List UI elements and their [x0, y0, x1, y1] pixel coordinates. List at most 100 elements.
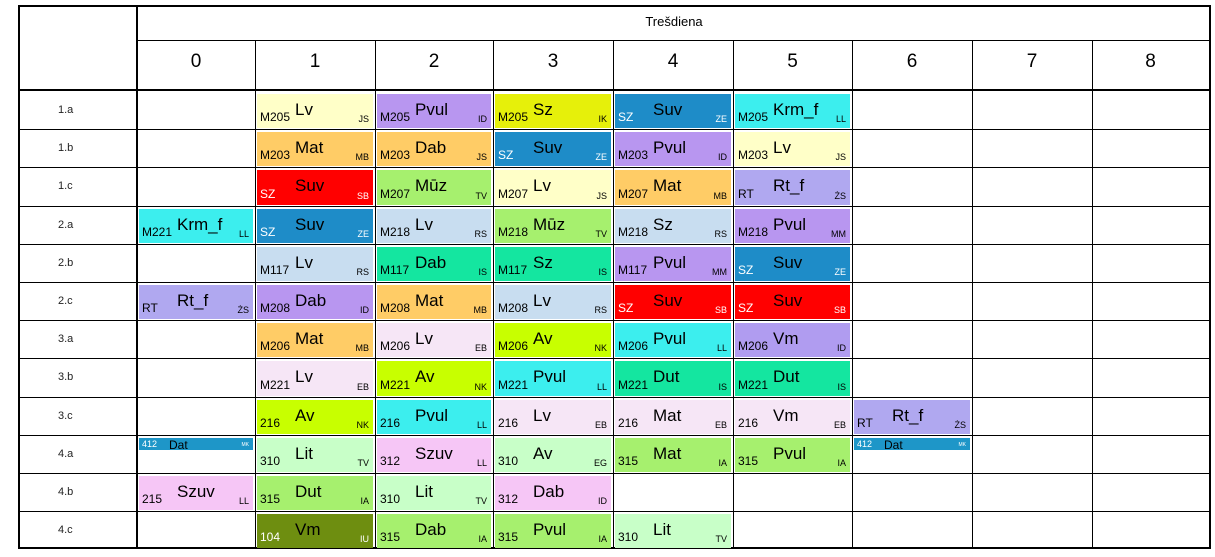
class-label-3.a: 3.a: [58, 333, 74, 346]
lesson-cell[interactable]: M117 Sz IS: [495, 246, 611, 281]
lesson-cell[interactable]: 310 Lit TV: [377, 476, 491, 511]
lesson-teacher: ID: [598, 496, 607, 507]
lesson-cell[interactable]: 412 Dat MK: [139, 437, 253, 450]
lesson-cell[interactable]: 216 Lv EB: [495, 399, 611, 434]
lesson-cell[interactable]: M203 Mat MB: [257, 132, 373, 167]
lesson-subject: Pvul: [415, 405, 449, 425]
lesson-cell[interactable]: M206 Vm ID: [735, 323, 850, 358]
lesson-cell[interactable]: 104 Vm IU: [257, 514, 373, 549]
lesson-cell[interactable]: M208 Mat MB: [377, 285, 491, 320]
lesson-cell[interactable]: SZ Suv SB: [257, 170, 373, 205]
lesson-room: M221: [498, 377, 529, 392]
lesson-cell[interactable]: M221 Dut IS: [735, 361, 850, 396]
lesson-subject: Pvul: [533, 520, 567, 540]
lesson-room: M221: [142, 224, 173, 239]
lesson-cell[interactable]: 315 Mat IA: [615, 437, 731, 472]
grid-line-h: [18, 435, 1211, 436]
lesson-cell[interactable]: M205 Sz IK: [495, 94, 611, 129]
lesson-teacher: ID: [360, 305, 369, 316]
lesson-cell[interactable]: M117 Lv RS: [257, 246, 373, 281]
lesson-teacher: ZE: [357, 228, 369, 239]
lesson-room: M206: [380, 339, 411, 354]
lesson-teacher: NK: [594, 343, 607, 354]
lesson-cell[interactable]: M203 Dab JS: [377, 132, 491, 167]
lesson-cell[interactable]: M206 Lv EB: [377, 323, 491, 358]
lesson-cell[interactable]: SZ Suv SB: [615, 285, 731, 320]
lesson-cell[interactable]: M218 Mūz TV: [495, 208, 611, 243]
grid-line-v: [136, 5, 138, 549]
lesson-cell[interactable]: 310 Lit TV: [257, 437, 373, 472]
lesson-cell[interactable]: 216 Av NK: [257, 399, 373, 434]
lesson-cell[interactable]: M221 Dut IS: [615, 361, 731, 396]
lesson-cell[interactable]: M207 Lv JS: [495, 170, 611, 205]
lesson-subject: Lit: [295, 443, 313, 463]
lesson-subject: Suv: [533, 138, 563, 158]
lesson-cell[interactable]: 216 Mat EB: [615, 399, 731, 434]
lesson-teacher: EG: [593, 457, 607, 468]
lesson-subject: Mat: [295, 329, 324, 349]
lesson-room: M117: [498, 262, 528, 277]
lesson-subject: Suv: [773, 291, 803, 310]
lesson-cell[interactable]: M221 Pvul LL: [495, 361, 611, 396]
lesson-room: M205: [260, 110, 291, 125]
lesson-teacher: MK: [958, 441, 967, 448]
lesson-cell[interactable]: M203 Pvul ID: [615, 132, 731, 167]
lesson-teacher: ZE: [834, 266, 846, 277]
lesson-cell[interactable]: M221 Av NK: [377, 361, 491, 396]
lesson-cell[interactable]: RT Rt_f ŻS: [735, 170, 850, 205]
lesson-cell[interactable]: M207 Mūz TV: [377, 170, 491, 205]
lesson-subject: Pvul: [533, 367, 567, 387]
lesson-cell[interactable]: SZ Suv SB: [735, 285, 850, 320]
lesson-room: 310: [498, 453, 519, 468]
lesson-subject: Dab: [295, 291, 327, 310]
lesson-cell[interactable]: SZ Suv ZE: [735, 246, 850, 281]
lesson-cell[interactable]: M208 Dab ID: [257, 285, 373, 320]
lesson-cell[interactable]: M206 Av NK: [495, 323, 611, 358]
lesson-room: M207: [498, 186, 529, 201]
lesson-cell[interactable]: M206 Mat MB: [257, 323, 373, 358]
lesson-subject: Mat: [653, 443, 682, 463]
lesson-cell[interactable]: 315 Pvul IA: [735, 437, 850, 472]
lesson-cell[interactable]: M117 Dab IS: [377, 246, 491, 281]
lesson-teacher: EB: [356, 381, 369, 392]
lesson-cell[interactable]: SZ Suv ZE: [495, 132, 611, 167]
lesson-cell[interactable]: M206 Pvul LL: [615, 323, 731, 358]
lesson-cell[interactable]: 312 Dab ID: [495, 476, 611, 511]
class-label-2.b: 2.b: [58, 256, 74, 269]
lesson-cell[interactable]: M207 Mat MB: [615, 170, 731, 205]
lesson-cell[interactable]: SZ Suv ZE: [257, 208, 373, 243]
lesson-cell[interactable]: M221 Krm_f LL: [139, 208, 253, 243]
lesson-subject: Dab: [415, 520, 447, 540]
lesson-cell[interactable]: M205 Lv JS: [257, 94, 373, 129]
lesson-cell[interactable]: M221 Lv EB: [257, 361, 373, 396]
lesson-cell[interactable]: M205 Krm_f LL: [735, 94, 850, 129]
lesson-cell[interactable]: 312 Szuv LL: [377, 437, 491, 472]
lesson-cell[interactable]: SZ Suv ZE: [615, 94, 731, 129]
lesson-room: 310: [260, 453, 281, 468]
lesson-room: M207: [380, 186, 411, 201]
lesson-cell[interactable]: 215 Szuv LL: [139, 476, 253, 511]
lesson-cell[interactable]: RT Rt_f ŻS: [854, 399, 970, 434]
lesson-cell[interactable]: 412 Dat MK: [854, 437, 970, 450]
lesson-cell[interactable]: M208 Lv RS: [495, 285, 611, 320]
lesson-cell[interactable]: 310 Av EG: [495, 437, 611, 472]
lesson-cell[interactable]: 216 Vm EB: [735, 399, 850, 434]
lesson-cell[interactable]: M218 Sz RS: [615, 208, 731, 243]
lesson-subject: Rt_f: [892, 405, 924, 425]
lesson-cell[interactable]: 310 Lit TV: [615, 514, 731, 549]
lesson-cell[interactable]: 216 Pvul LL: [377, 399, 491, 434]
lesson-cell[interactable]: M218 Lv RS: [377, 208, 491, 243]
lesson-subject: Pvul: [653, 329, 687, 349]
lesson-cell[interactable]: M205 Pvul ID: [377, 94, 491, 129]
lesson-cell[interactable]: RT Rt_f ŻS: [139, 285, 253, 320]
lesson-cell[interactable]: M117 Pvul MM: [615, 246, 731, 281]
lesson-subject: Vm: [773, 405, 799, 425]
lesson-cell[interactable]: 315 Dut IA: [257, 476, 373, 511]
lesson-subject: Dat: [884, 437, 903, 450]
lesson-cell[interactable]: M203 Lv JS: [735, 132, 850, 167]
lesson-cell[interactable]: 315 Pvul IA: [495, 514, 611, 549]
lesson-room: 216: [380, 415, 401, 430]
lesson-cell[interactable]: 315 Dab IA: [377, 514, 491, 549]
lesson-cell[interactable]: M218 Pvul MM: [735, 208, 850, 243]
class-label-1.b: 1.b: [58, 142, 74, 155]
